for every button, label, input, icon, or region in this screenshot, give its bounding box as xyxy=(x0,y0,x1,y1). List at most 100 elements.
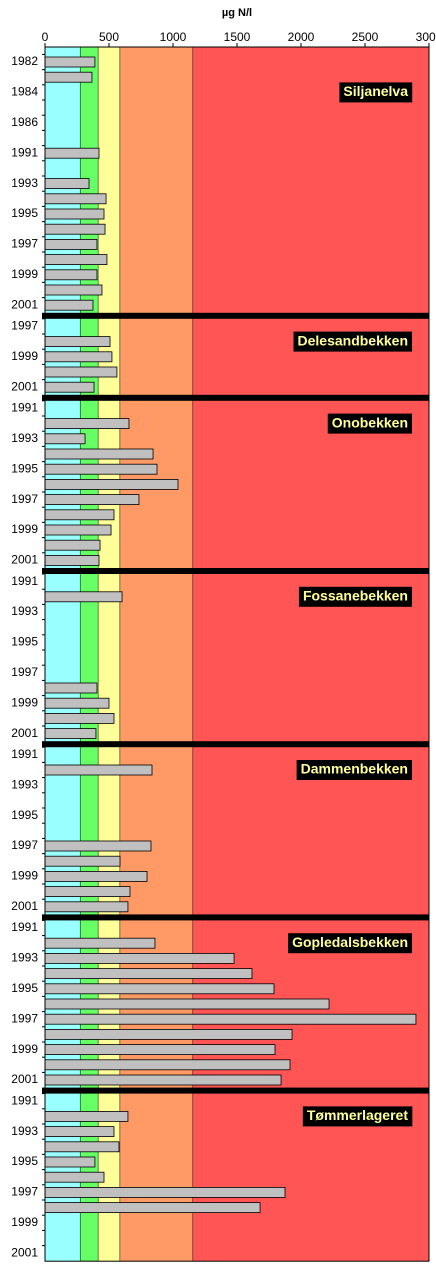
bar xyxy=(44,56,96,68)
bar xyxy=(44,193,107,205)
panel-label-text: Gopledalsbekken xyxy=(292,934,408,950)
panel-label-box xyxy=(327,413,412,434)
y-tick-label: 1999 xyxy=(11,267,38,281)
y-tick-label: 1999 xyxy=(11,1042,38,1056)
panel-label-text: Onobekken xyxy=(332,414,408,430)
bar xyxy=(44,351,113,363)
panel-label-text: Siljanelva xyxy=(343,83,408,99)
y-tick-label: 1999 xyxy=(11,522,38,536)
x-tick-label: 1500 xyxy=(224,30,251,44)
y-tick-label: 1991 xyxy=(11,920,38,934)
bar xyxy=(44,269,98,281)
bar xyxy=(44,901,129,913)
bar xyxy=(44,764,153,776)
y-tick-label: 1991 xyxy=(11,1093,38,1107)
panel-label-box xyxy=(293,331,412,352)
bar xyxy=(44,418,130,430)
panel-label-text: Fossanebekken xyxy=(303,588,408,604)
bar xyxy=(44,682,98,694)
y-tick-label: 1991 xyxy=(11,574,38,588)
x-tick-label: 2500 xyxy=(352,30,379,44)
panel-label-text: Dammenbekken xyxy=(301,761,408,777)
bar xyxy=(44,840,152,852)
y-tick-label: 1995 xyxy=(11,206,38,220)
y-tick-label: 1997 xyxy=(11,237,38,251)
bar xyxy=(44,855,121,867)
y-tick-label: 1993 xyxy=(11,431,38,445)
panel-label: Fossanebekken xyxy=(298,586,412,607)
y-tick-label: 2001 xyxy=(11,899,38,913)
bar xyxy=(44,336,111,348)
bar xyxy=(44,1059,291,1071)
panel-separator xyxy=(42,1087,429,1094)
panel-label-box xyxy=(288,933,412,954)
panel-label-text: Delesandbekken xyxy=(298,332,409,348)
bar xyxy=(44,1013,417,1025)
panel-label: Gopledalsbekken xyxy=(288,933,412,954)
panel-label: Delesandbekken xyxy=(293,331,412,352)
bar xyxy=(44,968,253,979)
y-tick-label: 1999 xyxy=(11,869,38,883)
bar xyxy=(44,937,156,949)
y-tick-label: 2001 xyxy=(11,379,38,393)
y-tick-label: 1997 xyxy=(11,492,38,506)
bar xyxy=(44,953,235,964)
bar xyxy=(44,1171,105,1183)
bar xyxy=(44,238,98,250)
bar xyxy=(44,463,158,475)
bar xyxy=(44,284,103,296)
panel-separator xyxy=(42,741,429,748)
panel-separator xyxy=(42,394,429,401)
bar xyxy=(44,299,94,311)
bar xyxy=(44,1074,282,1086)
bar xyxy=(44,998,330,1010)
panel-label: Tømmerlageret xyxy=(302,1106,413,1127)
y-tick-label: 2001 xyxy=(11,553,38,567)
bar xyxy=(44,71,93,83)
class-band xyxy=(192,47,429,1262)
y-tick-label: 1984 xyxy=(11,85,38,99)
y-tick-label: 1999 xyxy=(11,695,38,709)
y-tick-label: 2001 xyxy=(11,726,38,740)
y-tick-label: 1997 xyxy=(11,319,38,333)
y-tick-label: 1993 xyxy=(11,777,38,791)
y-tick-label: 2001 xyxy=(11,1245,38,1259)
panel-label-box xyxy=(302,1106,413,1127)
bar xyxy=(44,697,110,709)
y-tick-label: 1997 xyxy=(11,838,38,852)
bar xyxy=(44,1111,129,1122)
y-tick-label: 2001 xyxy=(11,297,38,311)
y-tick-label: 1999 xyxy=(11,1215,38,1229)
bar xyxy=(44,1141,120,1153)
y-tick-label: 1993 xyxy=(11,176,38,190)
panel-label-box xyxy=(296,760,412,780)
panel-separator xyxy=(42,914,429,921)
panel-label: Dammenbekken xyxy=(296,760,412,780)
bar xyxy=(44,1044,276,1055)
bar xyxy=(44,254,108,266)
y-tick-label: 1991 xyxy=(11,145,38,159)
bar xyxy=(44,448,154,460)
y-tick-label: 1995 xyxy=(11,808,38,822)
bar xyxy=(44,524,112,536)
x-tick-label: 1000 xyxy=(160,30,187,44)
x-tick-label: 0 xyxy=(42,30,49,44)
bar xyxy=(44,555,100,566)
y-tick-label: 1999 xyxy=(11,349,38,363)
bar xyxy=(44,494,140,506)
y-tick-label: 1993 xyxy=(11,1124,38,1138)
panel-label: Onobekken xyxy=(327,413,412,434)
x-axis-title: µg N/l xyxy=(222,7,252,19)
panel-separator xyxy=(42,312,429,319)
y-tick-label: 1995 xyxy=(11,461,38,475)
bar xyxy=(44,591,123,603)
bar xyxy=(44,1202,261,1213)
panel-label: Siljanelva xyxy=(339,82,413,103)
y-tick-label: 1997 xyxy=(11,665,38,679)
plot-frame xyxy=(44,46,430,1262)
bar xyxy=(44,223,106,235)
bar xyxy=(44,983,275,995)
x-tick-label: 500 xyxy=(99,30,119,44)
panel-label-box xyxy=(339,82,413,103)
